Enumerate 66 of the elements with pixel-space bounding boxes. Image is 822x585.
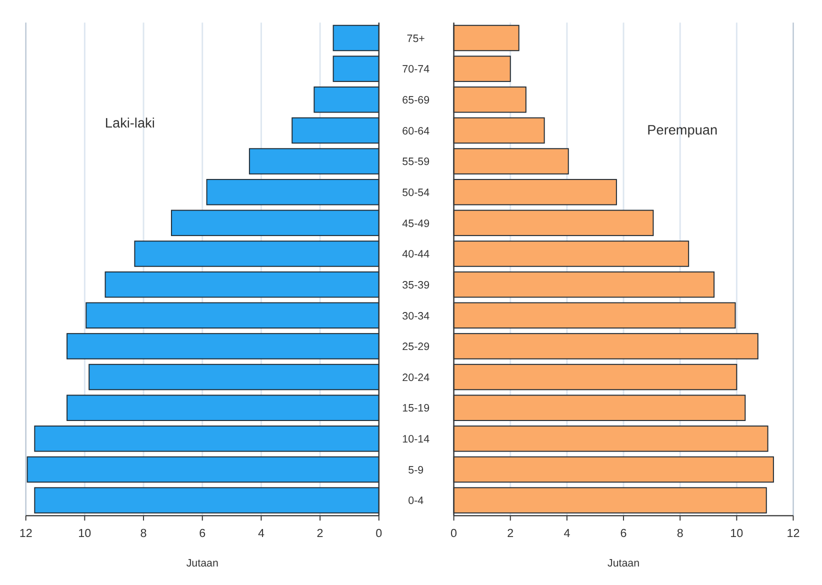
bar	[453, 86, 526, 113]
bar	[453, 178, 617, 206]
bar	[453, 456, 774, 483]
bar	[34, 487, 380, 514]
x-tick-label: 4	[564, 527, 571, 540]
bar	[292, 117, 380, 144]
bar	[453, 56, 511, 82]
bar	[453, 364, 738, 390]
x-axis-title: Jutaan	[186, 557, 218, 570]
bar	[453, 333, 758, 360]
x-tick-label: 8	[676, 527, 684, 540]
x-tick-label: 12	[786, 527, 800, 540]
bar	[66, 394, 380, 421]
x-tick-label: 6	[199, 527, 206, 540]
y-tick-label: 0-4	[408, 495, 424, 508]
bar	[86, 302, 380, 329]
x-tick-label: 6	[620, 527, 627, 540]
y-tick-label: 70-74	[402, 64, 430, 76]
y-tick-label: 5-9	[408, 464, 424, 476]
bar	[453, 210, 654, 236]
x-tick-label: 0	[450, 527, 458, 540]
x-tick-label: 4	[258, 527, 265, 540]
bar	[453, 394, 746, 421]
bar	[453, 271, 715, 298]
bar	[206, 178, 380, 206]
y-tick-label: 25-29	[402, 341, 430, 354]
bar	[453, 148, 569, 174]
x-tick-label: 0	[376, 527, 383, 540]
bar	[453, 240, 690, 267]
text: Laki-laki	[104, 116, 155, 131]
bar	[134, 240, 380, 267]
bar	[453, 302, 736, 329]
y-tick-label: 55-59	[402, 156, 430, 168]
y-tick-label: 30-34	[402, 310, 430, 322]
y-tick-label: 20-24	[402, 372, 430, 384]
y-tick-label: 35-39	[402, 279, 430, 292]
y-tick-label: 65-69	[402, 94, 430, 107]
bar	[88, 364, 380, 390]
bar	[453, 117, 545, 144]
bar	[453, 24, 520, 52]
bar	[104, 271, 380, 298]
x-tick-label: 8	[140, 527, 147, 540]
bar	[248, 148, 380, 174]
x-tick-label: 2	[507, 527, 514, 540]
bar	[314, 86, 380, 113]
bar	[170, 210, 380, 236]
bar	[34, 426, 380, 452]
x-tick-label: 10	[730, 527, 744, 540]
y-tick-label: 60-64	[402, 125, 430, 138]
y-tick-label: 15-19	[402, 402, 430, 415]
y-tick-label: 45-49	[402, 218, 430, 230]
text: Perempuan	[647, 122, 718, 138]
bar	[332, 56, 380, 82]
x-tick-label: 12	[19, 527, 32, 540]
y-tick-label: 40-44	[402, 248, 430, 261]
x-axis-title: Jutaan	[607, 557, 640, 570]
bar	[26, 456, 380, 483]
y-tick-label: 50-54	[402, 186, 430, 199]
x-tick-label: 2	[316, 527, 324, 540]
y-tick-label: 10-14	[402, 434, 430, 446]
bar	[453, 487, 767, 514]
bar	[453, 426, 768, 452]
bar	[332, 24, 380, 52]
x-tick-label: 10	[78, 527, 92, 540]
bar	[66, 333, 380, 360]
y-tick-label: 75+	[406, 32, 425, 45]
